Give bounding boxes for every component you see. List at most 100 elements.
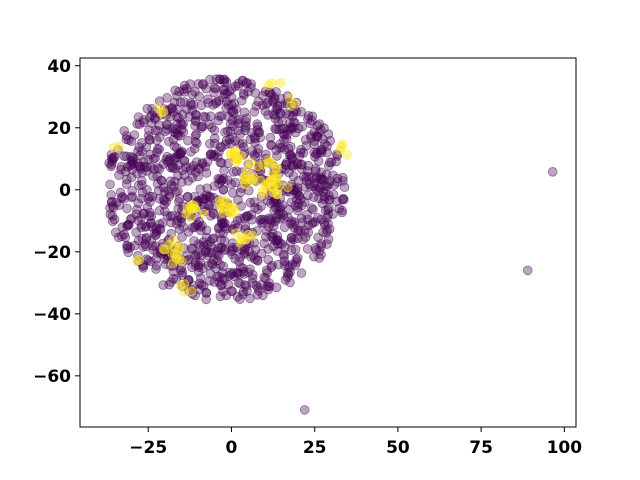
data-point	[209, 150, 220, 160]
data-point	[236, 201, 246, 211]
data-point	[155, 132, 165, 142]
data-point	[170, 128, 181, 139]
data-point	[179, 156, 190, 166]
data-point	[127, 186, 137, 196]
data-point	[177, 267, 188, 278]
data-point	[261, 265, 272, 276]
data-point	[322, 147, 333, 158]
data-point	[203, 260, 214, 271]
data-point	[231, 166, 242, 176]
data-point	[337, 194, 348, 205]
data-point	[342, 150, 352, 160]
data-point	[303, 220, 314, 231]
data-point	[133, 198, 144, 208]
data-point	[183, 227, 194, 237]
data-point	[110, 227, 121, 238]
data-point	[296, 268, 307, 278]
data-point	[186, 286, 197, 297]
data-point	[120, 232, 131, 243]
data-point	[248, 270, 258, 280]
data-point	[105, 209, 115, 220]
y-tick-label: 40	[47, 57, 71, 77]
data-point	[227, 286, 237, 297]
data-point	[159, 254, 170, 265]
data-point	[309, 139, 319, 150]
data-point	[183, 192, 193, 202]
data-point	[266, 140, 276, 151]
data-point	[263, 158, 274, 168]
data-point	[229, 98, 240, 109]
data-point	[291, 254, 302, 265]
data-point	[199, 208, 209, 219]
data-point	[272, 104, 283, 114]
data-point	[337, 205, 347, 216]
data-point	[105, 179, 115, 190]
data-point	[331, 156, 341, 167]
x-tick-label: 50	[386, 438, 410, 458]
data-point	[337, 139, 348, 149]
data-point	[121, 174, 132, 185]
data-point	[197, 280, 207, 290]
data-point	[282, 182, 293, 193]
data-point	[191, 116, 201, 127]
data-point	[142, 202, 153, 213]
data-point	[133, 180, 144, 191]
data-point	[129, 130, 140, 140]
data-point	[273, 235, 283, 246]
x-tick-label: 75	[469, 438, 493, 458]
data-point	[117, 191, 128, 202]
data-point	[214, 111, 225, 121]
data-point	[319, 191, 330, 202]
data-point	[119, 126, 129, 136]
data-point	[328, 189, 339, 200]
data-point	[166, 180, 177, 190]
data-point	[158, 244, 169, 254]
data-point	[114, 200, 125, 210]
data-point	[270, 202, 281, 213]
data-point	[113, 145, 123, 155]
data-point	[218, 92, 228, 102]
data-point	[219, 274, 230, 285]
data-point	[247, 146, 258, 156]
data-point	[167, 161, 178, 172]
data-point	[314, 119, 325, 129]
data-point	[141, 234, 152, 244]
data-point	[249, 107, 260, 117]
data-point	[205, 111, 216, 121]
x-tick-label: 0	[226, 438, 238, 458]
data-point	[163, 105, 174, 115]
data-point	[271, 87, 281, 97]
data-point	[114, 141, 124, 152]
data-point	[230, 146, 241, 157]
data-point	[255, 215, 265, 225]
data-point	[258, 90, 268, 101]
data-point	[215, 157, 226, 168]
data-point	[301, 172, 312, 183]
data-point	[152, 179, 163, 189]
data-point	[235, 213, 246, 224]
data-point	[233, 195, 243, 205]
data-point	[250, 245, 261, 255]
data-point	[201, 245, 211, 256]
data-point	[243, 267, 254, 278]
data-point	[154, 96, 165, 106]
data-point	[201, 83, 212, 94]
data-point	[121, 131, 132, 141]
data-point	[169, 153, 180, 163]
data-point	[123, 247, 133, 258]
data-point	[310, 164, 321, 174]
data-point	[241, 120, 251, 131]
data-point	[106, 190, 116, 200]
data-point	[154, 120, 165, 130]
data-point	[253, 161, 264, 172]
data-point	[304, 179, 315, 190]
data-point	[238, 289, 248, 300]
data-point	[199, 201, 210, 212]
data-point	[176, 118, 186, 128]
data-point	[179, 97, 190, 107]
y-tick-label: −40	[33, 305, 71, 325]
plot-frame	[79, 57, 577, 428]
data-point	[297, 200, 307, 211]
